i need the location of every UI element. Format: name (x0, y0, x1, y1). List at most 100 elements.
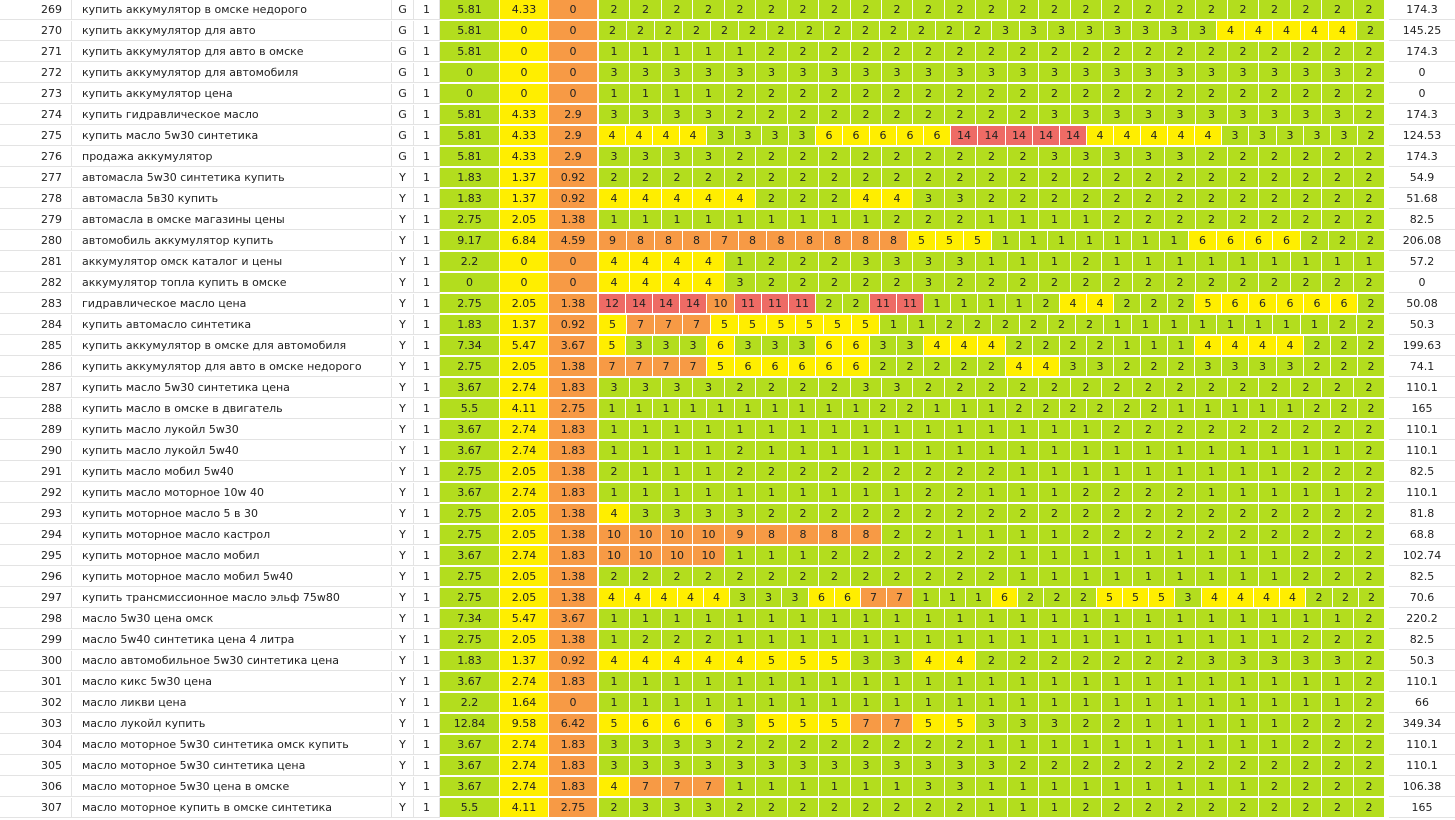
position-cell[interactable]: 1 (1039, 567, 1071, 587)
position-cell[interactable]: 14 (1060, 126, 1087, 146)
region-cell[interactable]: 1 (414, 294, 440, 314)
position-cell[interactable]: 2 (976, 567, 1008, 587)
position-cell[interactable]: 2 (851, 168, 882, 188)
position-cell[interactable]: 1 (1228, 693, 1259, 713)
position-cell[interactable]: 7 (851, 714, 882, 734)
position-cell[interactable]: 2 (976, 84, 1008, 104)
position-cell[interactable]: 4 (1087, 294, 1114, 314)
position-cell[interactable]: 3 (1291, 105, 1322, 125)
region-cell[interactable]: 1 (414, 483, 440, 503)
position-cell[interactable]: 1 (945, 672, 976, 692)
metric-cell[interactable]: 4.33 (500, 147, 549, 167)
position-cell[interactable]: 1 (1322, 483, 1354, 503)
position-cell[interactable]: 10 (599, 525, 630, 545)
keyword-cell[interactable]: купить моторное масло кастрол (72, 525, 392, 545)
region-cell[interactable]: 1 (414, 252, 440, 272)
position-cell[interactable]: 1 (1259, 630, 1291, 650)
metric-cell[interactable]: 0.92 (549, 189, 598, 209)
position-cell[interactable]: 2 (1354, 84, 1385, 104)
position-cell[interactable]: 2 (976, 105, 1008, 125)
position-cell[interactable]: 1 (693, 672, 725, 692)
position-cell[interactable]: 1 (1071, 420, 1102, 440)
search-engine-cell[interactable]: Y (392, 378, 414, 398)
position-cell[interactable]: 2 (788, 567, 819, 587)
position-cell[interactable]: 6 (924, 126, 951, 146)
row-number-cell[interactable]: 271 (0, 42, 72, 62)
region-cell[interactable]: 1 (414, 357, 440, 377)
position-cell[interactable]: 1 (976, 609, 1008, 629)
metric-cell[interactable]: 1.37 (500, 168, 549, 188)
region-cell[interactable]: 1 (414, 399, 440, 419)
row-number-cell[interactable]: 280 (0, 231, 72, 251)
position-cell[interactable]: 1 (1196, 735, 1228, 755)
position-cell[interactable]: 2 (1259, 504, 1291, 524)
position-cell[interactable]: 1 (1165, 672, 1196, 692)
position-cell[interactable]: 2 (1228, 273, 1259, 293)
position-cell[interactable]: 3 (976, 714, 1008, 734)
row-number-cell[interactable]: 272 (0, 63, 72, 83)
position-cell[interactable]: 1 (1189, 315, 1217, 335)
position-cell[interactable]: 1 (1228, 462, 1259, 482)
position-cell[interactable]: 8 (851, 525, 882, 545)
position-cell[interactable]: 2 (945, 210, 976, 230)
position-cell[interactable]: 3 (1020, 21, 1048, 41)
position-cell[interactable]: 2 (662, 567, 693, 587)
position-cell[interactable]: 1 (693, 420, 725, 440)
position-cell[interactable]: 2 (1354, 546, 1385, 566)
position-cell[interactable]: 3 (1060, 357, 1087, 377)
position-cell[interactable]: 2 (1039, 84, 1071, 104)
position-cell[interactable]: 2 (1322, 525, 1354, 545)
position-cell[interactable]: 1 (1259, 609, 1291, 629)
position-cell[interactable]: 2 (1102, 210, 1133, 230)
position-cell[interactable]: 10 (599, 546, 630, 566)
region-cell[interactable]: 1 (414, 21, 440, 41)
position-cell[interactable]: 1 (1259, 672, 1291, 692)
position-cell[interactable]: 2 (882, 84, 913, 104)
position-cell[interactable]: 4 (693, 252, 725, 272)
position-cell[interactable]: 3 (851, 63, 882, 83)
position-cell[interactable]: 1 (1008, 252, 1039, 272)
position-cell[interactable]: 1 (816, 399, 843, 419)
position-cell[interactable]: 2 (1087, 399, 1114, 419)
position-cell[interactable]: 2 (880, 21, 908, 41)
position-cell[interactable]: 2 (1358, 357, 1385, 377)
position-cell[interactable]: 1 (626, 399, 653, 419)
position-cell[interactable]: 5 (599, 315, 627, 335)
search-engine-cell[interactable]: Y (392, 294, 414, 314)
position-cell[interactable]: 2 (1354, 189, 1385, 209)
keyword-cell[interactable]: автомасла 5в30 купить (72, 189, 392, 209)
metric-cell[interactable]: 2.75 (440, 504, 500, 524)
position-cell[interactable]: 2 (1196, 168, 1228, 188)
position-cell[interactable]: 4 (599, 777, 630, 797)
position-cell[interactable]: 2 (976, 189, 1008, 209)
position-cell[interactable]: 2 (1354, 441, 1385, 461)
position-cell[interactable]: 2 (1071, 42, 1102, 62)
row-number-cell[interactable]: 295 (0, 546, 72, 566)
keyword-cell[interactable]: аккумулятор омск каталог и цены (72, 252, 392, 272)
position-cell[interactable]: 4 (725, 651, 756, 671)
position-cell[interactable]: 2 (1008, 504, 1039, 524)
position-cell[interactable]: 2 (1357, 315, 1385, 335)
metric-cell[interactable]: 2.75 (440, 210, 500, 230)
position-cell[interactable]: 10 (693, 546, 725, 566)
position-cell[interactable]: 3 (693, 105, 725, 125)
position-cell[interactable]: 1 (1102, 735, 1133, 755)
position-cell[interactable]: 2 (1039, 168, 1071, 188)
position-cell[interactable]: 2 (1354, 210, 1385, 230)
position-cell[interactable]: 3 (756, 756, 788, 776)
search-engine-cell[interactable]: Y (392, 588, 414, 608)
position-cell[interactable]: 3 (992, 21, 1020, 41)
position-cell[interactable]: 2 (1033, 336, 1060, 356)
position-cell[interactable]: 1 (662, 462, 693, 482)
position-cell[interactable]: 1 (630, 693, 662, 713)
position-cell[interactable]: 1 (1168, 399, 1195, 419)
position-cell[interactable]: 2 (870, 357, 897, 377)
metric-cell[interactable]: 1.38 (549, 462, 598, 482)
position-cell[interactable]: 2 (1291, 546, 1322, 566)
metric-cell[interactable]: 5.81 (440, 21, 500, 41)
position-cell[interactable]: 2 (1133, 420, 1165, 440)
row-number-cell[interactable]: 300 (0, 651, 72, 671)
position-cell[interactable]: 2 (976, 147, 1008, 167)
position-cell[interactable]: 3 (1331, 126, 1358, 146)
position-cell[interactable]: 2 (788, 735, 819, 755)
